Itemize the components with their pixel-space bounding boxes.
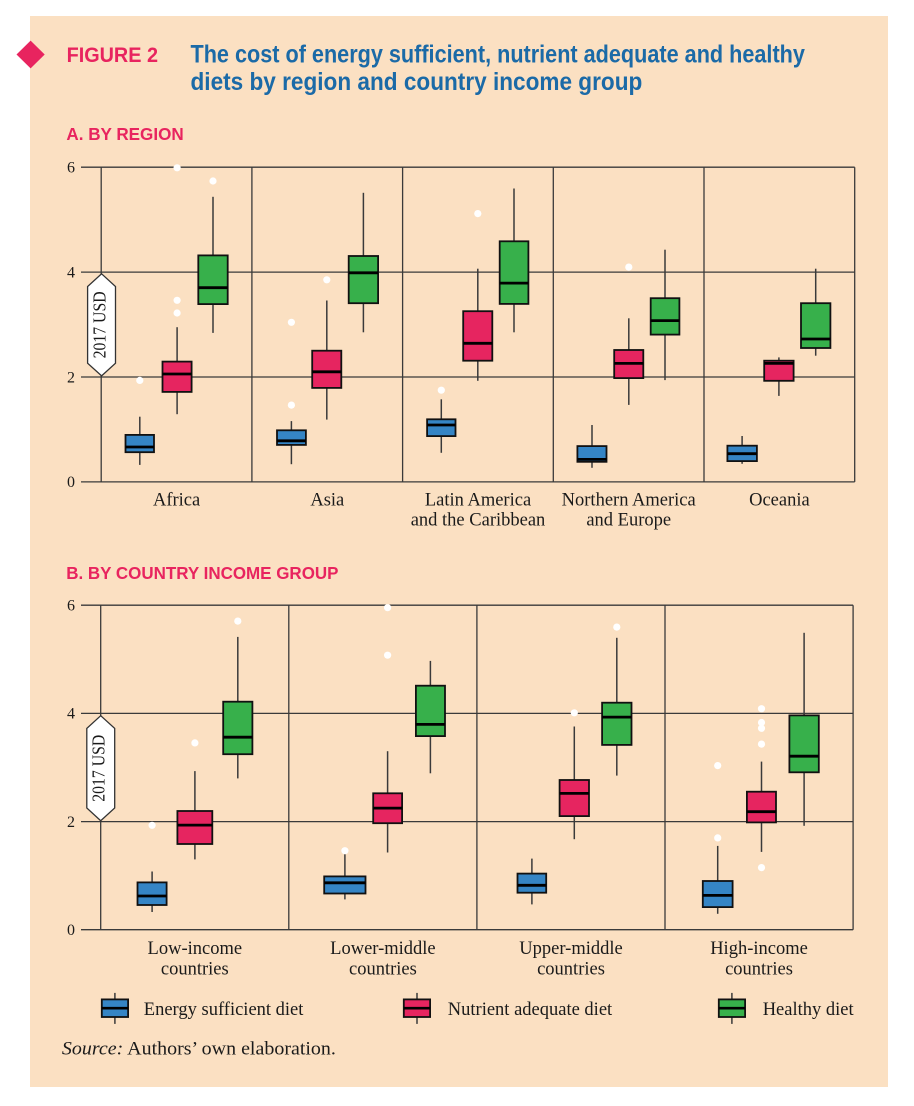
- svg-text:2: 2: [67, 369, 75, 386]
- svg-text:Nutrient adequate diet: Nutrient adequate diet: [448, 1000, 613, 1020]
- svg-text:2017 USD: 2017 USD: [90, 291, 110, 358]
- svg-text:FIGURE 2: FIGURE 2: [67, 44, 158, 67]
- svg-text:and the Caribbean: and the Caribbean: [411, 511, 546, 531]
- svg-text:0: 0: [67, 922, 75, 939]
- svg-text:Latin America: Latin America: [425, 491, 531, 511]
- svg-text:diets by region and country in: diets by region and country income group: [191, 68, 643, 96]
- svg-text:Energy sufficient diet: Energy sufficient diet: [144, 1000, 304, 1020]
- svg-text:A. BY REGION: A. BY REGION: [66, 124, 183, 144]
- svg-text:Asia: Asia: [310, 491, 344, 511]
- svg-text:and Europe: and Europe: [586, 511, 671, 531]
- svg-text:Lower-middle: Lower-middle: [330, 939, 435, 959]
- svg-text:Oceania: Oceania: [749, 491, 810, 511]
- svg-text:4: 4: [67, 706, 75, 723]
- svg-text:Low-income: Low-income: [148, 939, 243, 959]
- svg-text:B. BY COUNTRY INCOME GROUP: B. BY COUNTRY INCOME GROUP: [66, 563, 338, 583]
- svg-text:6: 6: [67, 598, 75, 615]
- svg-text:4: 4: [67, 264, 75, 281]
- svg-text:Northern America: Northern America: [562, 491, 696, 511]
- svg-text:2: 2: [67, 814, 75, 831]
- svg-text:The cost of energy sufficient,: The cost of energy sufficient, nutrient …: [191, 40, 805, 68]
- svg-text:2017 USD: 2017 USD: [89, 735, 109, 802]
- svg-text:Source: Authors’ own elaborati: Source: Authors’ own elaboration.: [62, 1040, 336, 1060]
- svg-text:countries: countries: [725, 959, 793, 979]
- svg-text:countries: countries: [161, 959, 229, 979]
- svg-text:countries: countries: [349, 959, 417, 979]
- svg-text:Africa: Africa: [153, 491, 200, 511]
- svg-text:Upper-middle: Upper-middle: [519, 939, 622, 959]
- svg-text:0: 0: [67, 474, 75, 491]
- svg-text:Healthy diet: Healthy diet: [763, 1000, 855, 1020]
- svg-text:6: 6: [67, 160, 75, 177]
- svg-text:High-income: High-income: [710, 939, 808, 959]
- svg-text:countries: countries: [537, 959, 605, 979]
